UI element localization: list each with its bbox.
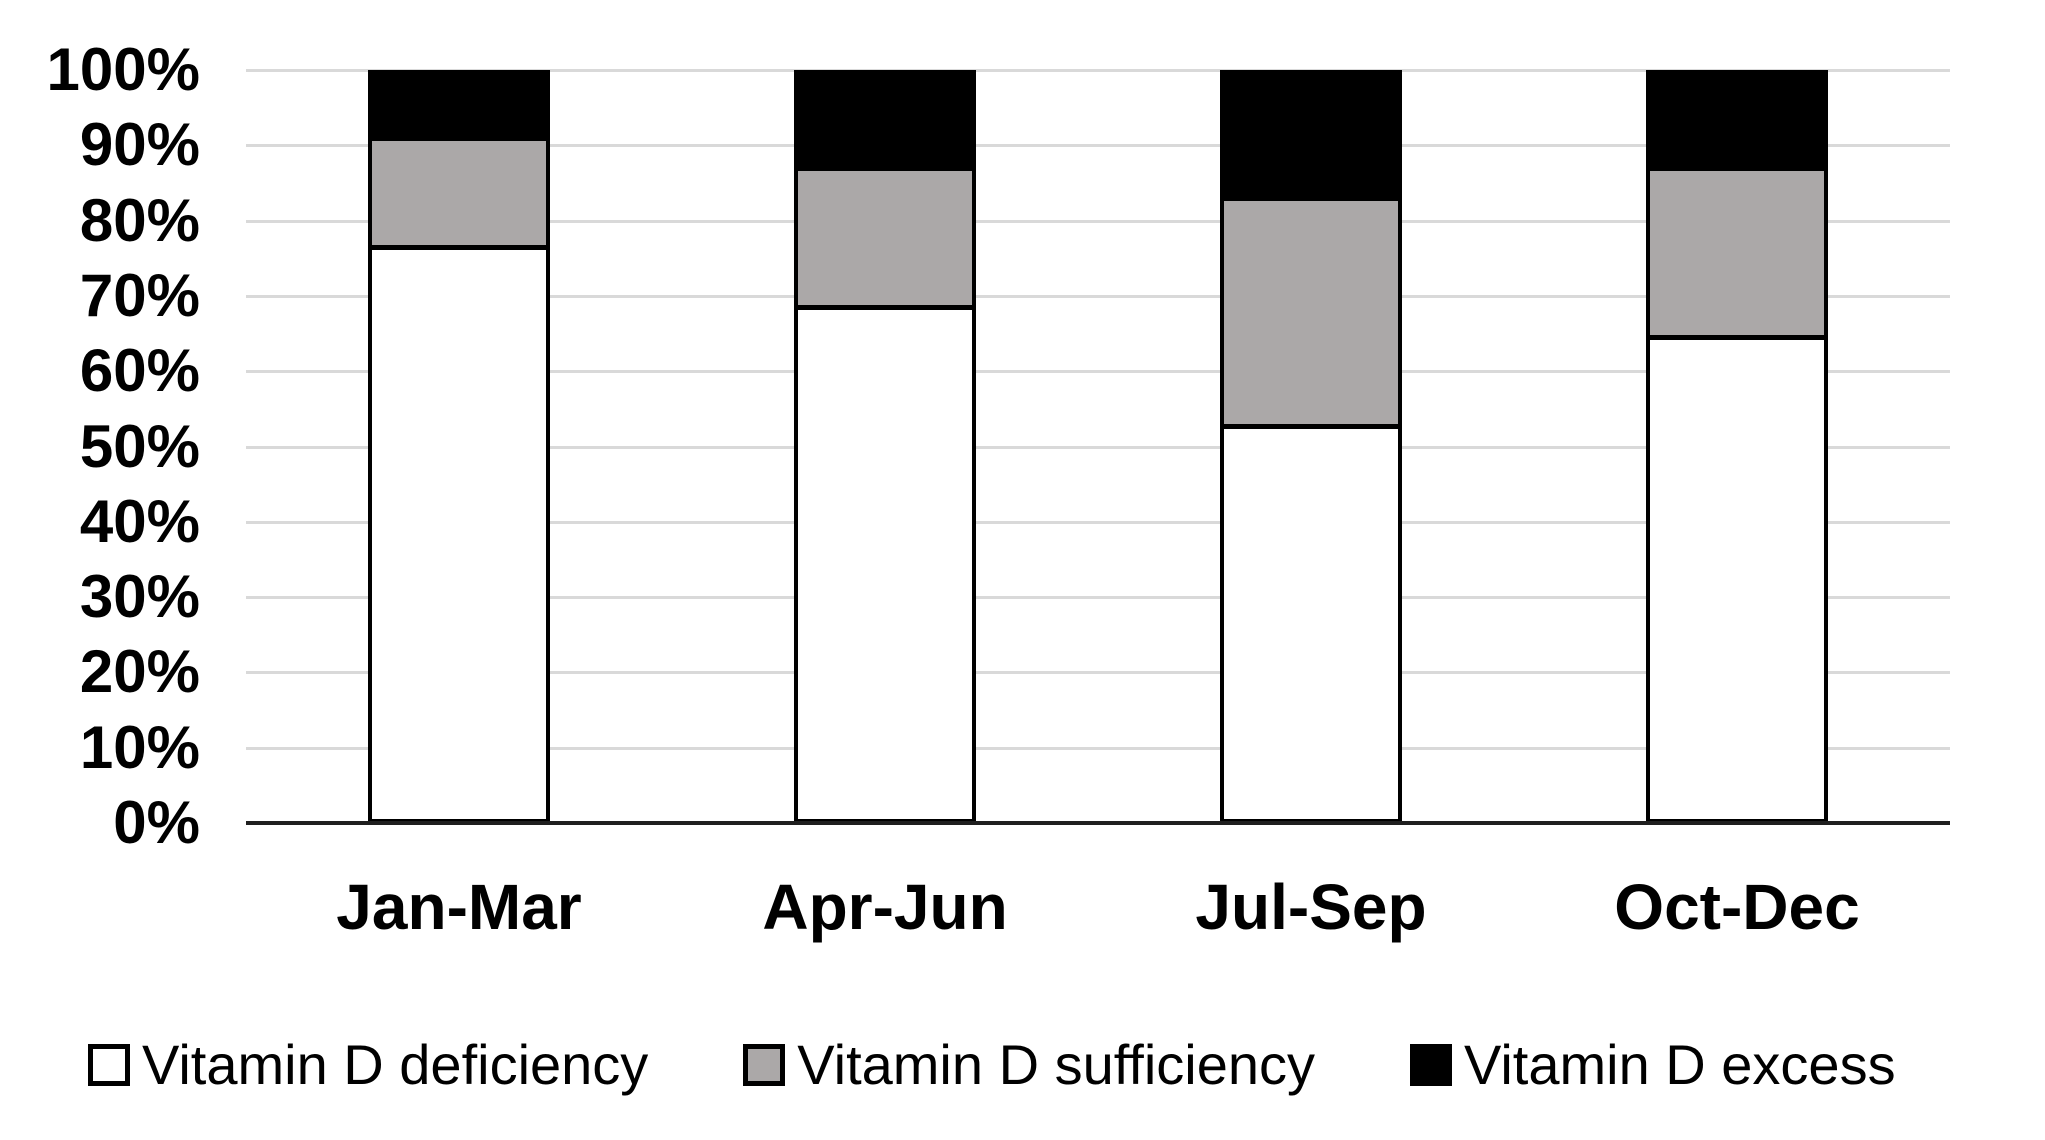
legend-swatch-vitamin-d-deficiency-icon xyxy=(88,1044,130,1086)
bar-apr-jun-segment-vitamin-d-deficiency xyxy=(798,304,972,819)
y-tick-label-0: 0% xyxy=(113,789,200,856)
gridline-70pct xyxy=(246,294,1950,298)
bar-slot-jul-sep xyxy=(1098,70,1524,823)
gridline-90pct xyxy=(246,144,1950,148)
bar-jan-mar-segment-vitamin-d-deficiency xyxy=(372,245,546,819)
bar-apr-jun xyxy=(794,70,976,823)
bar-oct-dec xyxy=(1646,70,1828,823)
y-tick-label-100: 100% xyxy=(46,36,200,103)
bar-jul-sep-segment-vitamin-d-deficiency xyxy=(1224,424,1398,819)
bars-layer xyxy=(246,70,1950,823)
bar-oct-dec-segment-vitamin-d-deficiency xyxy=(1650,334,1824,819)
bar-jul-sep-segment-vitamin-d-excess xyxy=(1224,74,1398,201)
x-axis-labels: Jan-Mar Apr-Jun Jul-Sep Oct-Dec xyxy=(246,868,1950,946)
x-tick-label-oct-dec: Oct-Dec xyxy=(1614,871,1860,943)
y-tick-label-20: 20% xyxy=(79,638,200,706)
bar-oct-dec-segment-vitamin-d-sufficiency xyxy=(1650,170,1824,335)
y-tick-label-90: 90% xyxy=(79,111,200,179)
gridline-40pct xyxy=(246,520,1950,524)
gridline-60pct xyxy=(246,370,1950,374)
legend: Vitamin D deficiency Vitamin D sufficienc… xyxy=(88,1032,2025,1098)
gridline-30pct xyxy=(246,596,1950,600)
bar-jan-mar-segment-vitamin-d-excess xyxy=(372,74,546,142)
gridline-20pct xyxy=(246,671,1950,675)
x-tick-label-jul-sep: Jul-Sep xyxy=(1195,871,1427,943)
plot-area xyxy=(246,69,1950,825)
bar-jul-sep-segment-vitamin-d-sufficiency xyxy=(1224,200,1398,425)
y-tick-label-80: 80% xyxy=(79,186,200,254)
bar-slot-oct-dec xyxy=(1524,70,1950,823)
y-tick-label-30: 30% xyxy=(79,563,200,631)
bar-apr-jun-segment-vitamin-d-excess xyxy=(798,74,972,171)
bar-oct-dec-segment-vitamin-d-excess xyxy=(1650,74,1824,171)
legend-item-vitamin-d-sufficiency: Vitamin D sufficiency xyxy=(743,1032,1315,1098)
bar-jan-mar-segment-vitamin-d-sufficiency xyxy=(372,141,546,246)
y-tick-label-50: 50% xyxy=(79,412,200,480)
bar-apr-jun-segment-vitamin-d-sufficiency xyxy=(798,170,972,305)
legend-label: Vitamin D deficiency xyxy=(142,1033,649,1096)
bar-slot-jan-mar xyxy=(246,70,672,823)
x-tick-label-apr-jun: Apr-Jun xyxy=(762,871,1008,943)
gridline-50pct xyxy=(246,445,1950,449)
y-tick-label-70: 70% xyxy=(79,261,200,329)
bar-jul-sep xyxy=(1220,70,1402,823)
legend-item-vitamin-d-deficiency: Vitamin D deficiency xyxy=(88,1032,648,1098)
gridline-100pct xyxy=(246,69,1950,72)
legend-swatch-vitamin-d-excess-icon xyxy=(1410,1044,1452,1086)
y-tick-label-40: 40% xyxy=(79,487,200,555)
bar-jan-mar xyxy=(368,70,550,823)
gridline-80pct xyxy=(246,219,1950,223)
legend-label: Vitamin D sufficiency xyxy=(797,1033,1315,1096)
y-axis-labels: 100% 90% 80% 70% 60% 50% 40% 30% 20% 10% 0% xyxy=(0,40,200,853)
x-axis-line xyxy=(246,821,1950,825)
x-tick-label-jan-mar: Jan-Mar xyxy=(336,871,582,943)
legend-label: Vitamin D excess xyxy=(1464,1033,1896,1096)
y-tick-label-60: 60% xyxy=(79,337,200,405)
y-tick-label-10: 10% xyxy=(79,713,200,781)
bar-slot-apr-jun xyxy=(672,70,1098,823)
gridline-10pct xyxy=(246,746,1950,750)
legend-swatch-vitamin-d-sufficiency-icon xyxy=(743,1044,786,1086)
legend-item-vitamin-d-excess: Vitamin D excess xyxy=(1410,1032,1896,1098)
